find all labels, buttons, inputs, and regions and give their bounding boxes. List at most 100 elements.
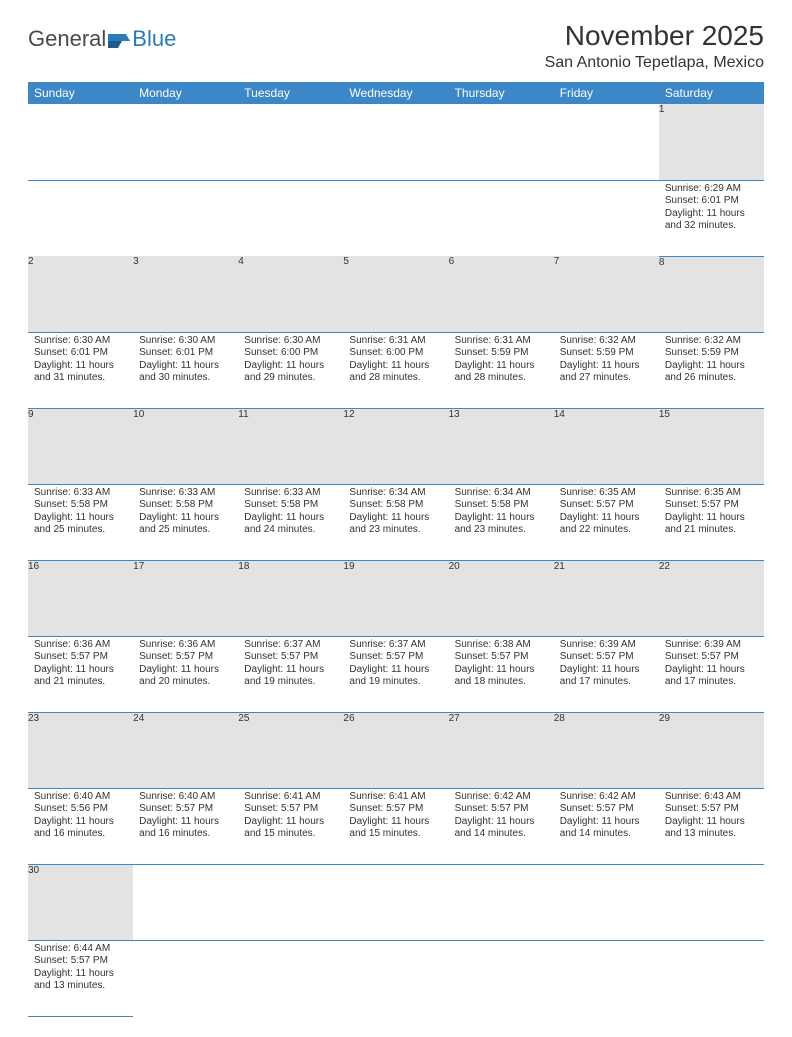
day-details: Sunrise: 6:32 AMSunset: 5:59 PMDaylight:… — [659, 333, 764, 389]
day-details: Sunrise: 6:36 AMSunset: 5:57 PMDaylight:… — [28, 637, 133, 693]
day-number-cell: 11 — [238, 408, 343, 484]
day-content-cell: Sunrise: 6:32 AMSunset: 5:59 PMDaylight:… — [659, 332, 764, 408]
day-content-row: Sunrise: 6:33 AMSunset: 5:58 PMDaylight:… — [28, 484, 764, 560]
col-friday: Friday — [554, 82, 659, 104]
day-details: Sunrise: 6:41 AMSunset: 5:57 PMDaylight:… — [238, 789, 343, 845]
day-number-cell: 10 — [133, 408, 238, 484]
day-content-cell: Sunrise: 6:42 AMSunset: 5:57 PMDaylight:… — [554, 788, 659, 864]
day-content-cell: Sunrise: 6:29 AMSunset: 6:01 PMDaylight:… — [659, 180, 764, 256]
day-number-row: 1 — [28, 104, 764, 180]
day-number-cell: 8 — [659, 256, 764, 332]
day-content-cell: Sunrise: 6:39 AMSunset: 5:57 PMDaylight:… — [659, 636, 764, 712]
day-number-cell: 21 — [554, 560, 659, 636]
day-content-cell — [133, 940, 238, 1016]
day-number-cell: 5 — [343, 256, 448, 332]
day-details: Sunrise: 6:44 AMSunset: 5:57 PMDaylight:… — [28, 941, 133, 997]
day-number-cell — [28, 104, 133, 180]
col-thursday: Thursday — [449, 82, 554, 104]
day-number-cell — [133, 864, 238, 940]
day-content-cell: Sunrise: 6:40 AMSunset: 5:56 PMDaylight:… — [28, 788, 133, 864]
day-number-cell — [133, 104, 238, 180]
logo-text-2: Blue — [132, 26, 176, 52]
day-number-cell: 16 — [28, 560, 133, 636]
day-number-cell — [554, 104, 659, 180]
day-content-cell — [238, 180, 343, 256]
day-number-cell: 25 — [238, 712, 343, 788]
day-content-cell: Sunrise: 6:34 AMSunset: 5:58 PMDaylight:… — [343, 484, 448, 560]
day-content-row: Sunrise: 6:40 AMSunset: 5:56 PMDaylight:… — [28, 788, 764, 864]
col-tuesday: Tuesday — [238, 82, 343, 104]
day-number-row: 23242526272829 — [28, 712, 764, 788]
day-content-cell: Sunrise: 6:32 AMSunset: 5:59 PMDaylight:… — [554, 332, 659, 408]
day-details: Sunrise: 6:40 AMSunset: 5:56 PMDaylight:… — [28, 789, 133, 845]
day-number-cell — [343, 104, 448, 180]
day-details: Sunrise: 6:30 AMSunset: 6:00 PMDaylight:… — [238, 333, 343, 389]
day-details: Sunrise: 6:35 AMSunset: 5:57 PMDaylight:… — [554, 485, 659, 541]
day-content-cell: Sunrise: 6:31 AMSunset: 5:59 PMDaylight:… — [449, 332, 554, 408]
day-content-cell — [343, 940, 448, 1016]
day-number-cell: 18 — [238, 560, 343, 636]
day-number-cell: 28 — [554, 712, 659, 788]
day-content-cell: Sunrise: 6:36 AMSunset: 5:57 PMDaylight:… — [28, 636, 133, 712]
day-content-cell: Sunrise: 6:30 AMSunset: 6:01 PMDaylight:… — [133, 332, 238, 408]
day-details: Sunrise: 6:42 AMSunset: 5:57 PMDaylight:… — [449, 789, 554, 845]
col-saturday: Saturday — [659, 82, 764, 104]
day-details: Sunrise: 6:31 AMSunset: 5:59 PMDaylight:… — [449, 333, 554, 389]
col-monday: Monday — [133, 82, 238, 104]
day-number-cell: 2 — [28, 256, 133, 332]
day-header-row: Sunday Monday Tuesday Wednesday Thursday… — [28, 82, 764, 104]
day-number-cell: 26 — [343, 712, 448, 788]
day-content-cell: Sunrise: 6:37 AMSunset: 5:57 PMDaylight:… — [343, 636, 448, 712]
day-details: Sunrise: 6:42 AMSunset: 5:57 PMDaylight:… — [554, 789, 659, 845]
day-number-cell: 1 — [659, 104, 764, 180]
calendar-body: 1Sunrise: 6:29 AMSunset: 6:01 PMDaylight… — [28, 104, 764, 1016]
day-number-row: 30 — [28, 864, 764, 940]
day-number-cell — [343, 864, 448, 940]
day-details: Sunrise: 6:39 AMSunset: 5:57 PMDaylight:… — [659, 637, 764, 693]
day-number-cell: 9 — [28, 408, 133, 484]
day-details: Sunrise: 6:38 AMSunset: 5:57 PMDaylight:… — [449, 637, 554, 693]
day-details: Sunrise: 6:43 AMSunset: 5:57 PMDaylight:… — [659, 789, 764, 845]
day-content-cell: Sunrise: 6:40 AMSunset: 5:57 PMDaylight:… — [133, 788, 238, 864]
day-number-cell: 17 — [133, 560, 238, 636]
day-number-cell — [238, 864, 343, 940]
day-details: Sunrise: 6:35 AMSunset: 5:57 PMDaylight:… — [659, 485, 764, 541]
day-content-cell: Sunrise: 6:33 AMSunset: 5:58 PMDaylight:… — [238, 484, 343, 560]
day-content-cell: Sunrise: 6:33 AMSunset: 5:58 PMDaylight:… — [28, 484, 133, 560]
calendar-page: General Blue November 2025 San Antonio T… — [0, 0, 792, 1037]
day-details: Sunrise: 6:33 AMSunset: 5:58 PMDaylight:… — [28, 485, 133, 541]
day-content-cell — [28, 180, 133, 256]
day-content-cell: Sunrise: 6:41 AMSunset: 5:57 PMDaylight:… — [238, 788, 343, 864]
day-number-cell: 12 — [343, 408, 448, 484]
day-number-cell: 15 — [659, 408, 764, 484]
day-content-cell: Sunrise: 6:43 AMSunset: 5:57 PMDaylight:… — [659, 788, 764, 864]
day-number-cell: 14 — [554, 408, 659, 484]
day-number-cell — [238, 104, 343, 180]
day-number-cell: 29 — [659, 712, 764, 788]
flag-icon — [108, 30, 132, 48]
day-content-cell: Sunrise: 6:38 AMSunset: 5:57 PMDaylight:… — [449, 636, 554, 712]
day-content-cell: Sunrise: 6:39 AMSunset: 5:57 PMDaylight:… — [554, 636, 659, 712]
day-content-cell: Sunrise: 6:35 AMSunset: 5:57 PMDaylight:… — [659, 484, 764, 560]
day-content-row: Sunrise: 6:36 AMSunset: 5:57 PMDaylight:… — [28, 636, 764, 712]
day-content-cell: Sunrise: 6:31 AMSunset: 6:00 PMDaylight:… — [343, 332, 448, 408]
day-content-cell: Sunrise: 6:42 AMSunset: 5:57 PMDaylight:… — [449, 788, 554, 864]
day-content-cell — [554, 940, 659, 1016]
day-details: Sunrise: 6:37 AMSunset: 5:57 PMDaylight:… — [238, 637, 343, 693]
day-content-cell: Sunrise: 6:37 AMSunset: 5:57 PMDaylight:… — [238, 636, 343, 712]
day-number-cell: 3 — [133, 256, 238, 332]
day-content-cell — [449, 940, 554, 1016]
day-details: Sunrise: 6:36 AMSunset: 5:57 PMDaylight:… — [133, 637, 238, 693]
day-content-cell: Sunrise: 6:34 AMSunset: 5:58 PMDaylight:… — [449, 484, 554, 560]
day-content-cell — [449, 180, 554, 256]
day-content-row: Sunrise: 6:29 AMSunset: 6:01 PMDaylight:… — [28, 180, 764, 256]
day-details: Sunrise: 6:33 AMSunset: 5:58 PMDaylight:… — [133, 485, 238, 541]
day-content-cell — [659, 940, 764, 1016]
day-content-row: Sunrise: 6:30 AMSunset: 6:01 PMDaylight:… — [28, 332, 764, 408]
day-details: Sunrise: 6:31 AMSunset: 6:00 PMDaylight:… — [343, 333, 448, 389]
day-content-cell — [133, 180, 238, 256]
day-content-cell: Sunrise: 6:33 AMSunset: 5:58 PMDaylight:… — [133, 484, 238, 560]
day-content-cell: Sunrise: 6:35 AMSunset: 5:57 PMDaylight:… — [554, 484, 659, 560]
day-content-cell — [343, 180, 448, 256]
day-number-cell — [449, 104, 554, 180]
